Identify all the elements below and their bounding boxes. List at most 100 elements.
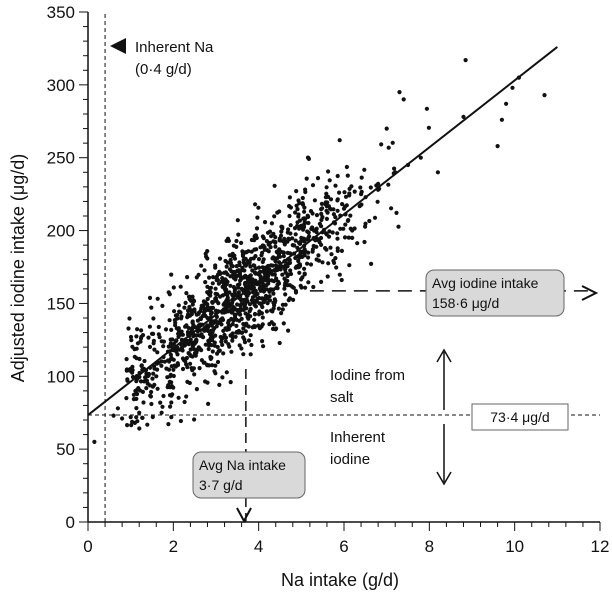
data-point xyxy=(285,283,290,288)
data-point xyxy=(325,200,330,205)
data-point xyxy=(326,261,331,266)
data-point xyxy=(401,97,406,102)
data-point xyxy=(267,322,272,327)
data-point xyxy=(246,249,251,254)
data-point xyxy=(243,283,248,288)
data-point xyxy=(418,155,423,160)
data-point xyxy=(247,302,252,307)
data-point xyxy=(176,395,181,400)
data-point xyxy=(254,226,260,231)
data-point xyxy=(161,339,166,344)
data-point xyxy=(301,250,307,255)
y-tick-label: 150 xyxy=(47,294,75,313)
data-point xyxy=(203,280,208,285)
data-point xyxy=(319,201,324,206)
data-point xyxy=(296,198,301,203)
data-point xyxy=(344,164,349,170)
data-point xyxy=(262,220,268,225)
data-point xyxy=(253,202,258,207)
data-point xyxy=(139,328,144,333)
inherent-na-arrow-icon xyxy=(110,38,126,54)
data-point xyxy=(275,267,280,272)
data-point xyxy=(261,243,266,248)
data-point xyxy=(231,243,236,248)
data-point xyxy=(267,298,273,303)
data-point xyxy=(288,251,293,256)
data-point xyxy=(217,256,223,261)
data-point xyxy=(210,349,215,354)
data-point xyxy=(286,328,291,333)
data-point xyxy=(389,206,394,211)
data-point xyxy=(217,382,222,387)
data-point xyxy=(327,229,332,234)
down-arrow-icon xyxy=(436,471,452,486)
data-point xyxy=(173,339,178,344)
data-point xyxy=(253,288,258,293)
data-point xyxy=(193,325,198,330)
data-point xyxy=(185,308,191,313)
data-point xyxy=(171,367,176,372)
data-point xyxy=(248,264,253,269)
data-point xyxy=(288,268,293,273)
data-point xyxy=(155,386,160,391)
data-point xyxy=(147,324,152,329)
data-point xyxy=(208,311,214,317)
data-point xyxy=(305,155,311,160)
data-point xyxy=(190,320,195,325)
data-point xyxy=(260,315,265,320)
data-point xyxy=(224,264,229,269)
data-point xyxy=(187,380,192,386)
data-point xyxy=(164,366,169,371)
data-point xyxy=(184,355,189,361)
data-point xyxy=(246,291,251,296)
data-point xyxy=(169,355,174,361)
data-point xyxy=(174,349,179,354)
data-point xyxy=(271,322,276,327)
data-point xyxy=(435,170,440,175)
data-point xyxy=(374,183,379,188)
y-tick-label: 100 xyxy=(47,367,75,386)
y-tick-label: 0 xyxy=(66,513,75,532)
data-point xyxy=(230,309,235,314)
data-point xyxy=(148,393,153,398)
data-point xyxy=(137,410,142,415)
data-point xyxy=(166,422,171,427)
data-point xyxy=(126,326,131,331)
data-point xyxy=(237,282,242,287)
data-point xyxy=(261,300,266,305)
data-point xyxy=(190,294,195,299)
data-point xyxy=(213,333,218,338)
data-point xyxy=(344,203,349,208)
data-point xyxy=(495,144,500,149)
data-point xyxy=(232,315,238,320)
data-point xyxy=(264,309,269,314)
data-point xyxy=(176,331,181,336)
data-point xyxy=(189,327,194,332)
data-point xyxy=(325,274,330,279)
data-point xyxy=(318,235,324,241)
data-point xyxy=(319,217,324,223)
data-point xyxy=(359,175,364,180)
data-point xyxy=(216,301,221,306)
data-point xyxy=(252,238,257,243)
data-point xyxy=(271,300,276,305)
data-point xyxy=(261,269,266,274)
data-point xyxy=(273,239,278,245)
data-point xyxy=(170,337,175,342)
data-point xyxy=(212,343,217,348)
data-point xyxy=(192,307,197,312)
data-point xyxy=(252,234,257,239)
data-point xyxy=(260,265,265,270)
data-point xyxy=(305,213,310,218)
data-point xyxy=(277,340,282,346)
data-point xyxy=(198,316,203,322)
data-point xyxy=(347,193,352,198)
data-point xyxy=(194,387,199,392)
data-point xyxy=(145,422,150,427)
data-point xyxy=(241,275,246,280)
data-point xyxy=(241,352,246,357)
data-point xyxy=(267,267,272,272)
data-point xyxy=(282,286,287,291)
data-point xyxy=(368,185,373,190)
